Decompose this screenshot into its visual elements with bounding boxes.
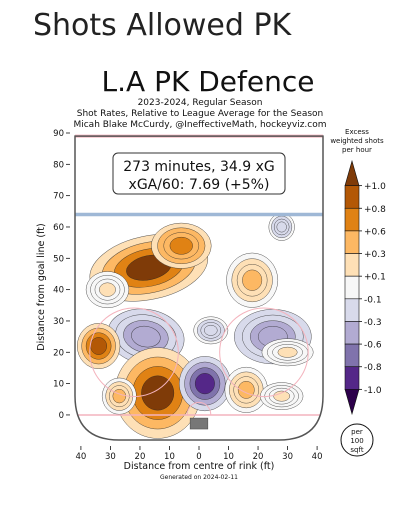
x-tick-label: 10 [223, 452, 234, 462]
chart-title: L.A PK Defence [102, 65, 315, 98]
heatmap-contour [141, 375, 175, 411]
legend-tick-label: +0.8 [364, 205, 386, 215]
x-tick-label: 20 [135, 452, 146, 462]
unit-badge-line: 100 [350, 437, 363, 445]
unit-badge-line: per [351, 428, 363, 436]
heatmap-contour [194, 373, 215, 395]
color-legend: Excess weighted shots per hour +1.0 +0.8 +… [330, 128, 386, 416]
legend-tick-label: +0.6 [364, 227, 386, 237]
y-tick-label: 80 [53, 160, 64, 170]
legend-swatch [344, 343, 360, 368]
x-tick-label: 30 [282, 452, 293, 462]
info-box: 273 minutes, 34.9 xG xGA/60: 7.69 (+5%) [112, 152, 286, 195]
legend-tick-label: -1.0 [364, 386, 382, 396]
y-tick-label: 30 [53, 317, 64, 327]
heatmap-contour [273, 390, 291, 402]
x-tick-label: 0 [196, 452, 201, 462]
legend-tick-label: +0.3 [364, 250, 386, 260]
legend-tick-label: -0.3 [364, 318, 382, 328]
legend-title-line: weighted shots [330, 137, 384, 145]
header-title: Shots Allowed PK [33, 8, 292, 43]
x-tick-label: 40 [312, 452, 323, 462]
y-axis-label: Distance from goal line (ft) [36, 223, 47, 351]
goal-crease [186, 401, 212, 415]
y-tick-label: 10 [53, 380, 64, 390]
heatmap-contour [99, 282, 116, 297]
legend-swatch [344, 230, 360, 254]
unit-badge: per 100 sqft [340, 423, 374, 457]
x-tick-label: 40 [75, 452, 86, 462]
legend-swatch [344, 207, 360, 232]
legend-swatch [344, 185, 360, 209]
legend-swatch [344, 389, 360, 416]
legend-swatch [344, 298, 360, 322]
x-tick-label: 10 [164, 452, 175, 462]
heatmap-contour [204, 324, 218, 336]
legend-tick-label: -0.8 [364, 363, 382, 373]
legend-title-line: Excess [345, 128, 369, 136]
y-tick-label: 40 [53, 286, 64, 296]
heatmap-contour [112, 389, 127, 404]
faceoff-circle [219, 307, 309, 398]
heatmap-contour [277, 346, 298, 358]
y-tick-label: 60 [53, 223, 64, 233]
goal-net [189, 417, 209, 430]
axes: 90 80 70 60 50 40 30 20 10 0 40 30 20 10 0 10 20 30 40 [53, 129, 322, 462]
legend-tick-label: -0.1 [364, 295, 382, 305]
legend-title-line: per hour [342, 146, 372, 154]
heatmap-contour [276, 221, 287, 233]
legend-swatch [344, 321, 360, 345]
y-tick-label: 50 [53, 254, 64, 264]
faceoff-circle [89, 307, 179, 398]
x-axis-label: Distance from centre of rink (ft) [124, 461, 275, 472]
rink-boards [74, 135, 324, 441]
heatmap-contour [169, 236, 193, 255]
y-tick-label: 70 [53, 192, 64, 202]
legend-tick-label: +0.1 [364, 273, 386, 283]
chart-subtitle-line: Micah Blake McCurdy, @IneffectiveMath, h… [73, 120, 326, 130]
heatmap-contour [131, 325, 161, 348]
plot-area [74, 134, 324, 441]
legend-swatch [344, 275, 360, 300]
heatmap-contour [242, 269, 263, 291]
legend-tick-label: -0.6 [364, 341, 382, 351]
chart-subtitle-line: Shot Rates, Relative to League Average f… [77, 109, 324, 119]
legend-swatch [344, 253, 360, 277]
info-box-line: 273 minutes, 34.9 xG [123, 159, 275, 175]
heatmap-fills [76, 213, 314, 439]
footer-generated: Generated on 2024-02-11 [160, 474, 238, 481]
x-tick-label: 30 [105, 452, 116, 462]
chart-subtitle-line: 2023-2024, Regular Season [138, 98, 263, 108]
legend-swatch [344, 159, 360, 186]
y-tick-label: 0 [59, 411, 64, 421]
legend-swatch [344, 366, 360, 390]
x-tick-label: 20 [253, 452, 264, 462]
y-tick-label: 20 [53, 348, 64, 358]
info-box-line: xGA/60: 7.69 (+5%) [129, 177, 270, 193]
y-tick-label: 90 [53, 129, 64, 139]
legend-tick-label: +1.0 [364, 182, 386, 192]
heatmap-contour [90, 337, 107, 355]
unit-badge-line: sqft [350, 446, 363, 454]
